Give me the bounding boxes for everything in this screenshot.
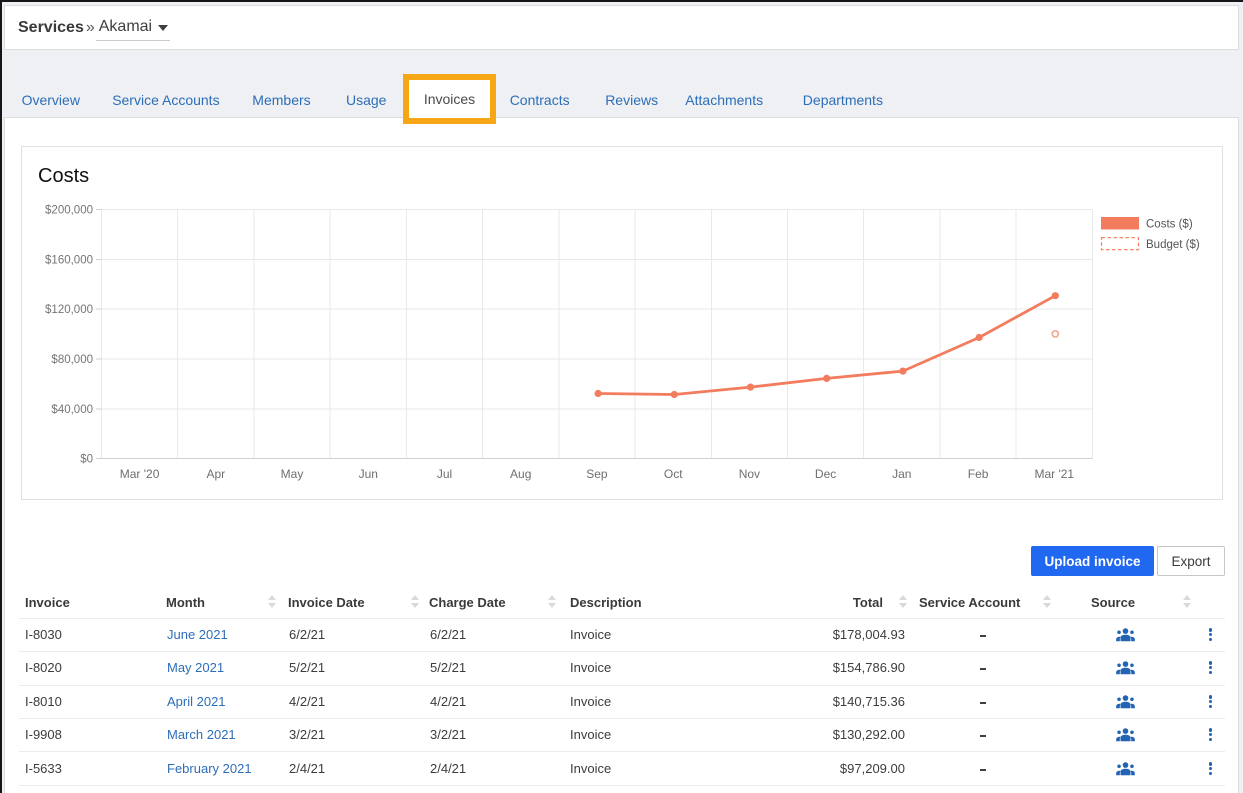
- svg-text:Nov: Nov: [739, 467, 760, 481]
- svg-text:Budget ($): Budget ($): [1146, 239, 1200, 251]
- svg-text:Jul: Jul: [437, 467, 452, 481]
- svg-text:$160,000: $160,000: [45, 254, 93, 266]
- svg-text:$200,000: $200,000: [45, 205, 93, 217]
- svg-text:Costs ($): Costs ($): [1146, 219, 1193, 231]
- svg-text:$0: $0: [80, 454, 93, 466]
- svg-text:Jun: Jun: [359, 467, 378, 481]
- svg-text:Jan: Jan: [892, 467, 911, 481]
- svg-text:Oct: Oct: [664, 467, 683, 481]
- svg-text:Dec: Dec: [815, 467, 836, 481]
- svg-text:Sep: Sep: [586, 467, 608, 481]
- svg-text:Mar '21: Mar '21: [1034, 467, 1074, 481]
- svg-text:Aug: Aug: [510, 467, 531, 481]
- svg-text:Apr: Apr: [206, 467, 225, 481]
- svg-text:$40,000: $40,000: [51, 404, 93, 416]
- svg-text:$120,000: $120,000: [45, 304, 93, 316]
- svg-text:Mar '20: Mar '20: [120, 467, 160, 481]
- svg-text:Feb: Feb: [968, 467, 989, 481]
- svg-text:$80,000: $80,000: [51, 354, 93, 366]
- svg-text:May: May: [281, 467, 304, 481]
